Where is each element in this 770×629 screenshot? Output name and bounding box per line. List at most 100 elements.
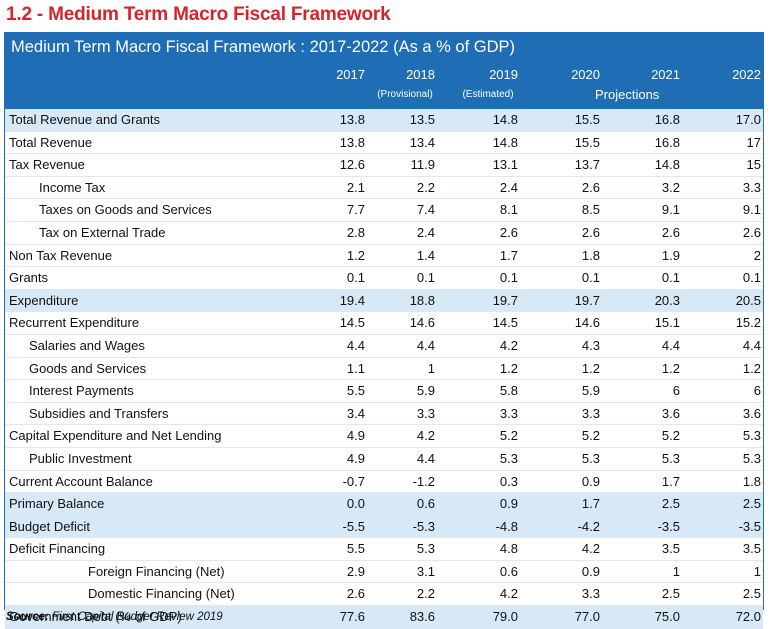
cell-value: 2.4 bbox=[499, 179, 518, 195]
cell-value: 3.6 bbox=[661, 405, 680, 421]
row-label: Government Debt (% of GDP) bbox=[9, 609, 182, 625]
cell-value: 16.8 bbox=[654, 134, 680, 150]
table-row: Current Account Balance -0.7 -1.2 0.3 0.9 1.7… bbox=[5, 471, 763, 494]
cell-value: 4.3 bbox=[581, 337, 600, 353]
row-label: Income Tax bbox=[39, 179, 106, 195]
row-label: Budget Deficit bbox=[9, 518, 90, 534]
cell-value: 1.2 bbox=[742, 360, 761, 376]
cell-value: 79.0 bbox=[492, 609, 518, 625]
cell-value: 16.8 bbox=[654, 112, 680, 127]
cell-value: 0.1 bbox=[416, 270, 435, 286]
cell-value: 2.6 bbox=[742, 224, 761, 240]
cell-value: 4.2 bbox=[499, 337, 518, 353]
year-header-2021: 2021 bbox=[651, 67, 680, 82]
cell-value: -4.8 bbox=[495, 518, 518, 534]
cell-value: 3.3 bbox=[581, 405, 600, 421]
cell-value: -3.5 bbox=[738, 518, 761, 534]
cell-value: 0.1 bbox=[661, 270, 680, 286]
cell-value: 18.8 bbox=[409, 292, 435, 308]
cell-value: 20.3 bbox=[654, 292, 680, 308]
cell-value: 2.2 bbox=[416, 586, 435, 602]
cell-value: 7.7 bbox=[346, 202, 365, 218]
year-note-2019: (Estimated) bbox=[462, 89, 514, 100]
cell-value: 5.2 bbox=[581, 428, 600, 444]
source-prefix: Source: bbox=[6, 611, 49, 623]
row-label: Recurrent Expenditure bbox=[9, 315, 140, 331]
cell-value: 19.7 bbox=[574, 292, 600, 308]
table-row: Budget Deficit -5.5 -5.3 -4.8 -4.2 -3.5 -3.5 bbox=[5, 515, 763, 539]
cell-value: 12.6 bbox=[339, 157, 365, 173]
cell-value: 3.5 bbox=[742, 541, 761, 557]
cell-value: 5.9 bbox=[581, 383, 600, 399]
cell-value: 20.5 bbox=[735, 292, 761, 308]
cell-value: 14.8 bbox=[654, 157, 680, 173]
cell-value: 4.2 bbox=[416, 428, 435, 444]
table-row: Grants 0.1 0.1 0.1 0.1 0.1 0.1 bbox=[5, 267, 763, 290]
cell-value: 5.2 bbox=[499, 428, 518, 444]
year-note-2018: (Provisional) bbox=[377, 89, 433, 100]
cell-value: 5.2 bbox=[661, 428, 680, 444]
cell-value: 5.3 bbox=[499, 450, 518, 466]
cell-value: 2.9 bbox=[346, 563, 365, 579]
cell-value: 0.9 bbox=[581, 473, 600, 489]
cell-value: 1.2 bbox=[581, 360, 600, 376]
cell-value: 1.2 bbox=[346, 247, 365, 263]
cell-value: 4.4 bbox=[346, 337, 365, 353]
cell-value: 9.1 bbox=[742, 202, 761, 218]
cell-value: 4.9 bbox=[346, 428, 365, 444]
cell-value: 0.0 bbox=[346, 496, 365, 512]
cell-value: 17.0 bbox=[735, 112, 761, 127]
row-label: Interest Payments bbox=[29, 383, 134, 399]
cell-value: 14.6 bbox=[409, 315, 435, 331]
cell-value: 83.6 bbox=[409, 609, 435, 625]
table-row: Income Tax 2.1 2.2 2.4 2.6 3.2 3.3 bbox=[5, 177, 763, 200]
table-row: Interest Payments 5.5 5.9 5.8 5.9 6 6 bbox=[5, 380, 763, 403]
row-label: Public Investment bbox=[29, 450, 132, 466]
cell-value: 2.6 bbox=[581, 224, 600, 240]
table-body: Total Revenue and Grants 13.8 13.5 14.8 15.5… bbox=[5, 109, 763, 629]
cell-value: 1.2 bbox=[661, 360, 680, 376]
cell-value: 2 bbox=[753, 247, 761, 263]
cell-value: 8.5 bbox=[581, 202, 600, 218]
cell-value: 4.2 bbox=[499, 586, 518, 602]
row-label: Tax Revenue bbox=[9, 157, 85, 173]
row-label: Foreign Financing (Net) bbox=[88, 563, 225, 579]
row-label: Grants bbox=[9, 270, 49, 286]
cell-value: 3.4 bbox=[346, 405, 365, 421]
cell-value: 5.8 bbox=[499, 383, 518, 399]
table-row: Tax on External Trade 2.8 2.4 2.6 2.6 2.6 2.6 bbox=[5, 222, 763, 245]
table-row: Expenditure 19.4 18.8 19.7 19.7 20.3 20.5 bbox=[5, 289, 763, 313]
cell-value: 77.6 bbox=[339, 609, 365, 625]
cell-value: 0.6 bbox=[499, 563, 518, 579]
row-label: Salaries and Wages bbox=[29, 337, 145, 353]
row-label: Primary Balance bbox=[9, 496, 105, 512]
cell-value: 3.3 bbox=[416, 405, 435, 421]
cell-value: 19.7 bbox=[492, 292, 518, 308]
cell-value: 4.9 bbox=[346, 450, 365, 466]
cell-value: 1.7 bbox=[499, 247, 518, 263]
table-row: Non Tax Revenue 1.2 1.4 1.7 1.8 1.9 2 bbox=[5, 245, 763, 268]
cell-value: 2.1 bbox=[346, 179, 365, 195]
cell-value: 15.1 bbox=[654, 315, 680, 331]
cell-value: 5.3 bbox=[581, 450, 600, 466]
year-header-2018: 2018 bbox=[406, 67, 435, 82]
cell-value: 5.9 bbox=[416, 383, 435, 399]
cell-value: 11.9 bbox=[410, 157, 435, 173]
cell-value: 14.5 bbox=[492, 315, 518, 331]
cell-value: 3.6 bbox=[742, 405, 761, 421]
cell-value: 0.3 bbox=[499, 473, 518, 489]
cell-value: 15 bbox=[746, 157, 761, 173]
cell-value: 2.6 bbox=[661, 224, 680, 240]
source-text: First Capital Budget Review 2019 bbox=[48, 611, 223, 623]
cell-value: 0.9 bbox=[499, 496, 518, 512]
table-row: Recurrent Expenditure 14.5 14.6 14.5 14.6 15.… bbox=[5, 312, 763, 335]
table-row: Subsidies and Transfers 3.4 3.3 3.3 3.3 3.6 3.… bbox=[5, 403, 763, 426]
cell-value: 4.4 bbox=[416, 450, 435, 466]
cell-value: 5.5 bbox=[346, 541, 365, 557]
cell-value: 72.0 bbox=[735, 609, 761, 625]
cell-value: 2.6 bbox=[346, 586, 365, 602]
cell-value: 15.5 bbox=[574, 112, 600, 127]
cell-value: 1.8 bbox=[742, 473, 761, 489]
cell-value: -4.2 bbox=[577, 518, 600, 534]
cell-value: 5.3 bbox=[661, 450, 680, 466]
